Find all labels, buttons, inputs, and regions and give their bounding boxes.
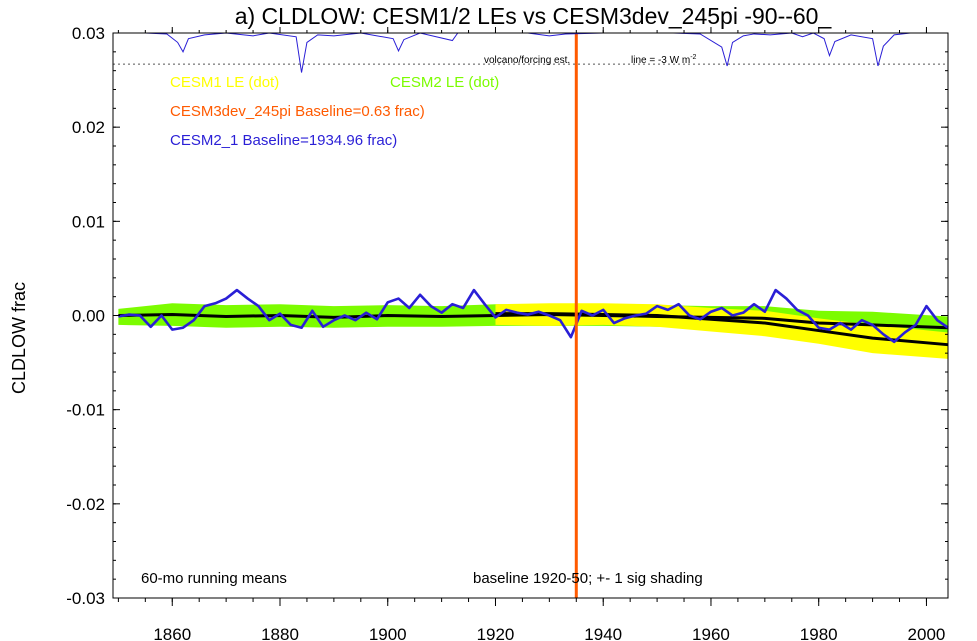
legend-entry: CESM2 LE (dot) bbox=[390, 74, 499, 91]
x-tick-label: 1980 bbox=[800, 625, 838, 641]
y-axis-label: CLDLOW frac bbox=[9, 282, 29, 394]
volcano-forcing-group bbox=[113, 32, 948, 73]
x-tick-label: 1960 bbox=[692, 625, 730, 641]
x-tick-label: 1880 bbox=[261, 625, 299, 641]
x-tick-label: 1900 bbox=[369, 625, 407, 641]
series-line-3 bbox=[495, 312, 949, 347]
y-tick-label: 0.00 bbox=[72, 307, 105, 326]
running-mean-note: 60-mo running means bbox=[141, 570, 287, 587]
x-tick-label: 1860 bbox=[153, 625, 191, 641]
chart-title: a) CLDLOW: CESM1/2 LEs vs CESM3dev_245pi… bbox=[235, 3, 833, 29]
y-tick-label: 0.02 bbox=[72, 118, 105, 137]
line-scale-text: line = -3 W m bbox=[631, 55, 690, 66]
y-tick-label: 0.01 bbox=[72, 212, 105, 231]
series-line-4 bbox=[118, 288, 949, 344]
volcano-forcing-label: volcano/forcing est. bbox=[484, 55, 570, 66]
legend-entry: CESM2_1 Baseline=1934.96 frac) bbox=[170, 132, 397, 149]
baseline-note: baseline 1920-50; +- 1 sig shading bbox=[473, 570, 703, 587]
volcano-forcing-line bbox=[118, 32, 948, 73]
x-tick-label: 1920 bbox=[477, 625, 515, 641]
legend-entry: CESM1 LE (dot) bbox=[170, 74, 279, 91]
x-tick-label: 2000 bbox=[908, 625, 946, 641]
series-lines bbox=[118, 33, 949, 598]
legend: CESM1 LE (dot) CESM2 LE (dot) CESM3dev_245… bbox=[170, 74, 499, 149]
axes: -0.03 -0.02 -0.01 0.00 0.01 0.02 0.03 1860 1880 1… bbox=[66, 24, 949, 641]
line-scale-label: line = -3 W m-2 bbox=[631, 54, 697, 66]
y-tick-label: -0.01 bbox=[66, 401, 105, 420]
y-tick-label: 0.03 bbox=[72, 24, 105, 43]
legend-entry: CESM3dev_245pi Baseline=0.63 frac) bbox=[170, 103, 425, 120]
x-tick-label: 1940 bbox=[584, 625, 622, 641]
line-scale-superscript: -2 bbox=[690, 54, 696, 61]
y-tick-label: -0.03 bbox=[66, 589, 105, 608]
y-tick-label: -0.02 bbox=[66, 495, 105, 514]
